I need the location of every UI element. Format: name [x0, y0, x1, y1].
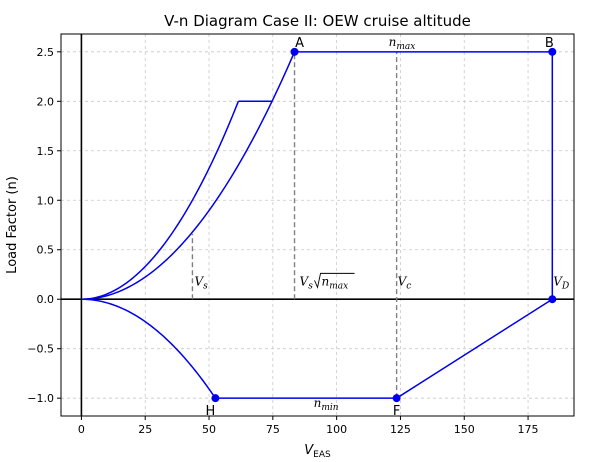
- vd-annotation: VD: [553, 274, 569, 291]
- envelope-layer: [81, 51, 554, 399]
- vc-annotation-main: V: [398, 274, 408, 288]
- point-label: H: [206, 404, 216, 419]
- x-tick-label: 125: [390, 423, 411, 436]
- point-marker: [392, 394, 401, 403]
- positive-stall-curve: [81, 51, 296, 300]
- y-ticks: −1.0 −0.5 0.0 0.5 1.0 1.5 2.0 2.5: [27, 46, 61, 405]
- x-tick-label: 25: [138, 423, 152, 436]
- y-tick-label: −1.0: [27, 392, 54, 405]
- x-axis-label-main: V: [304, 443, 314, 458]
- reference-lines: [61, 34, 574, 416]
- n-min-annotation-main: n: [314, 396, 322, 410]
- x-tick-label: 100: [326, 423, 347, 436]
- vd-annotation-main: V: [553, 274, 563, 288]
- point-marker: [290, 47, 299, 56]
- x-tick-label: 50: [202, 423, 216, 436]
- y-tick-label: −0.5: [27, 343, 54, 356]
- point-label: A: [295, 36, 304, 51]
- y-tick-label: 0.0: [37, 293, 55, 306]
- vc-annotation-sub: c: [406, 281, 411, 291]
- y-tick-label: 1.5: [37, 145, 55, 158]
- marker-layer: [211, 47, 557, 403]
- y-tick-label: 2.0: [37, 95, 55, 108]
- x-tick-label: 175: [518, 423, 539, 436]
- negative-dive-line: [396, 298, 553, 399]
- va-annotation-sub: s: [308, 281, 313, 291]
- y-axis-label: Load Factor (n): [5, 176, 20, 274]
- x-ticks: 0 25 50 75 100 125 150 175: [78, 416, 539, 436]
- y-tick-label: 1.0: [37, 194, 55, 207]
- plot-frame: [60, 33, 575, 417]
- point-marker: [548, 47, 557, 56]
- grid-layer: [61, 34, 574, 416]
- sqrt-symbol: [314, 272, 355, 289]
- point-marker: [211, 394, 220, 403]
- y-tick-label: 2.5: [37, 46, 55, 59]
- vc-annotation: Vc: [398, 274, 412, 291]
- point-label: B: [545, 36, 554, 51]
- va-root-annotation-sub: max: [329, 281, 348, 291]
- n-min-annotation: nmin: [314, 396, 339, 413]
- negative-stall-curve: [81, 298, 217, 399]
- gust-upper-curve: [81, 101, 240, 300]
- x-tick-label: 0: [78, 423, 85, 436]
- vs-annotation-sub: s: [203, 281, 208, 291]
- x-tick-label: 150: [454, 423, 475, 436]
- point-label: F: [393, 404, 400, 419]
- n-max-annotation: nmax: [389, 35, 416, 52]
- x-axis-label-sub: EAS: [313, 450, 331, 460]
- y-tick-label: 0.5: [37, 244, 55, 257]
- va-root-annotation: nmax: [322, 274, 349, 291]
- vs-annotation-main: V: [194, 274, 204, 288]
- point-marker: [548, 295, 557, 304]
- va-annotation-main: V: [300, 274, 310, 288]
- n-min-annotation-sub: min: [321, 403, 338, 413]
- vs-annotation: Vs: [194, 274, 208, 291]
- va-root-annotation-main: n: [322, 274, 330, 288]
- va-annotation: Vs: [300, 274, 314, 291]
- n-max-annotation-main: n: [389, 35, 397, 49]
- vd-annotation-sub: D: [561, 281, 569, 291]
- chart-title: V-n Diagram Case II: OEW cruise altitude: [164, 12, 471, 30]
- x-axis-label: VEAS: [304, 443, 331, 460]
- n-max-annotation-sub: max: [396, 42, 415, 52]
- x-tick-label: 75: [266, 423, 280, 436]
